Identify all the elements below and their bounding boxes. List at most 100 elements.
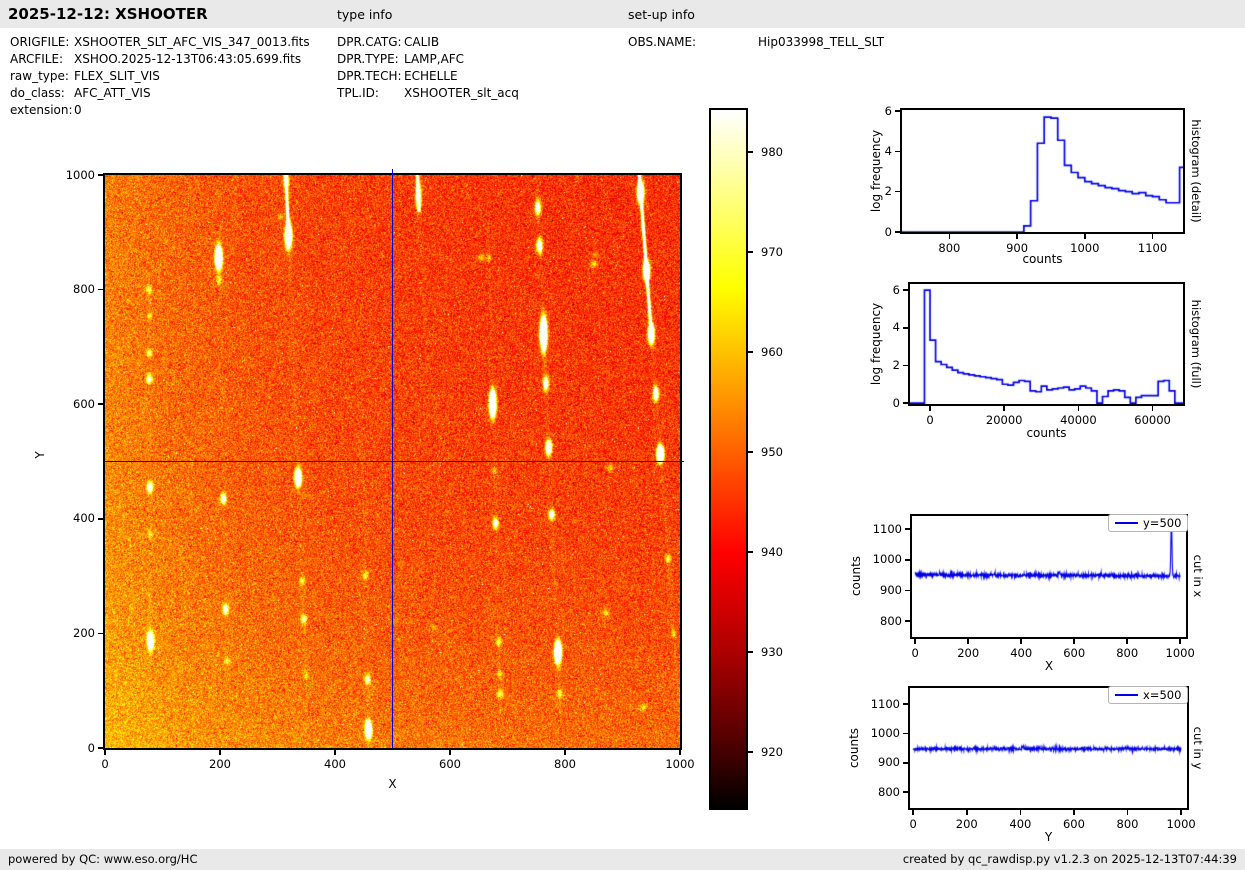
y-tick-label: 2	[846, 184, 892, 198]
colorbar-tick-mark	[748, 551, 753, 553]
x-tick-mark	[1073, 810, 1075, 815]
x-tick-label: 0	[75, 757, 135, 771]
x-tick-mark	[1073, 639, 1075, 644]
colorbar-tick-label: 960	[761, 345, 783, 359]
x-tick-label: 1100	[1123, 241, 1183, 255]
cut-in-x-canvas	[912, 516, 1186, 637]
y-tick-mark	[895, 151, 900, 153]
colorbar-tick-label: 930	[761, 645, 783, 659]
x-tick-label: 400	[990, 817, 1050, 831]
meta-label: ORIGFILE:	[10, 35, 69, 49]
y-tick-label: 6	[846, 104, 892, 118]
colorbar-tick-mark	[748, 751, 753, 753]
x-tick-label: 0	[883, 817, 943, 831]
cut-in-x-side-label: cut in x	[1191, 555, 1205, 598]
y-tick-mark	[98, 633, 103, 635]
x-tick-mark	[1020, 810, 1022, 815]
y-tick-label: 900	[856, 583, 902, 597]
y-tick-label: 900	[854, 755, 900, 769]
meta-label: DPR.TYPE:	[337, 52, 399, 66]
meta-value: AFC_ATT_VIS	[74, 86, 151, 100]
y-tick-mark	[98, 174, 103, 176]
x-tick-label: 60000	[1123, 413, 1183, 427]
x-tick-label: 200	[190, 757, 250, 771]
y-tick-mark	[903, 733, 908, 735]
footer-created-by: created by qc_rawdisp.py v1.2.3 on 2025-…	[903, 852, 1237, 866]
y-tick-mark	[903, 327, 908, 329]
legend-line-sample	[1115, 694, 1138, 696]
footer-powered-by: powered by QC: www.eso.org/HC	[8, 852, 197, 866]
x-tick-mark	[1152, 234, 1154, 239]
y-tick-mark	[903, 289, 908, 291]
y-tick-mark	[905, 590, 910, 592]
x-tick-mark	[929, 406, 931, 411]
cut-in-y-x-axis-label: Y	[910, 830, 1187, 844]
x-tick-mark	[1084, 234, 1086, 239]
crosshair-horizontal-y500	[105, 461, 684, 462]
y-tick-label: 200	[49, 626, 95, 640]
cut-in-x-legend-label: y=500	[1143, 516, 1181, 530]
x-tick-label: 1000	[1150, 646, 1210, 660]
histogram-full-y-axis-label: log frequency	[869, 303, 883, 385]
raw-x-axis-label: X	[105, 777, 680, 791]
histogram-full-canvas	[910, 284, 1183, 404]
x-tick-label: 20000	[974, 413, 1034, 427]
x-tick-label: 800	[535, 757, 595, 771]
y-tick-mark	[98, 518, 103, 520]
y-tick-label: 1100	[856, 522, 902, 536]
x-tick-mark	[104, 750, 106, 755]
y-tick-label: 1100	[854, 697, 900, 711]
cut-in-y-canvas	[910, 688, 1187, 808]
y-tick-mark	[905, 528, 910, 530]
meta-value: Hip033998_TELL_SLT	[758, 35, 884, 49]
colorbar-tick-label: 920	[761, 745, 783, 759]
legend-line-sample	[1115, 522, 1138, 524]
y-tick-mark	[903, 703, 908, 705]
colorbar-gradient	[711, 110, 746, 808]
x-tick-mark	[967, 639, 969, 644]
header-bar: 2025-12-12: XSHOOTER type info set-up in…	[0, 0, 1245, 28]
x-tick-mark	[1180, 810, 1182, 815]
x-tick-label: 600	[420, 757, 480, 771]
x-tick-mark	[1020, 639, 1022, 644]
meta-label: extension:	[10, 103, 73, 117]
histogram-detail-side-label: histogram (detail)	[1189, 119, 1203, 222]
colorbar-tick-mark	[748, 351, 753, 353]
y-tick-mark	[895, 191, 900, 193]
meta-value: ECHELLE	[404, 69, 458, 83]
colorbar-tick-mark	[748, 651, 753, 653]
y-tick-label: 4	[854, 320, 900, 334]
x-tick-mark	[1016, 234, 1018, 239]
histogram-full-side-label: histogram (full)	[1189, 300, 1203, 389]
x-tick-label: 800	[1097, 646, 1157, 660]
y-tick-label: 1000	[856, 552, 902, 566]
x-tick-label: 1000	[1055, 241, 1115, 255]
x-tick-mark	[912, 810, 914, 815]
meta-value: LAMP,AFC	[404, 52, 464, 66]
meta-value: FLEX_SLIT_VIS	[74, 69, 160, 83]
footer-bar: powered by QC: www.eso.org/HC created by…	[0, 849, 1245, 870]
setup-info-heading: set-up info	[628, 7, 695, 22]
y-tick-mark	[895, 231, 900, 233]
y-tick-label: 4	[846, 144, 892, 158]
x-tick-mark	[219, 750, 221, 755]
cut-in-y-legend: x=500	[1108, 686, 1188, 704]
x-tick-label: 400	[305, 757, 365, 771]
histogram-detail-y-axis-label: log frequency	[869, 130, 883, 212]
y-tick-mark	[903, 762, 908, 764]
x-tick-label: 600	[1044, 817, 1104, 831]
histogram-detail-canvas	[902, 110, 1183, 232]
colorbar-tick-mark	[748, 151, 753, 153]
x-tick-label: 0	[900, 413, 960, 427]
x-tick-mark	[914, 639, 916, 644]
meta-label: DPR.CATG:	[337, 35, 402, 49]
x-tick-mark	[949, 234, 951, 239]
x-tick-mark	[449, 750, 451, 755]
y-tick-label: 2	[854, 358, 900, 372]
colorbar-tick-mark	[748, 451, 753, 453]
x-tick-label: 200	[937, 817, 997, 831]
x-tick-mark	[1126, 639, 1128, 644]
meta-value: XSHOO.2025-12-13T06:43:05.699.fits	[74, 52, 301, 66]
meta-value: XSHOOTER_SLT_AFC_VIS_347_0013.fits	[74, 35, 310, 49]
colorbar-tick-label: 970	[761, 245, 783, 259]
